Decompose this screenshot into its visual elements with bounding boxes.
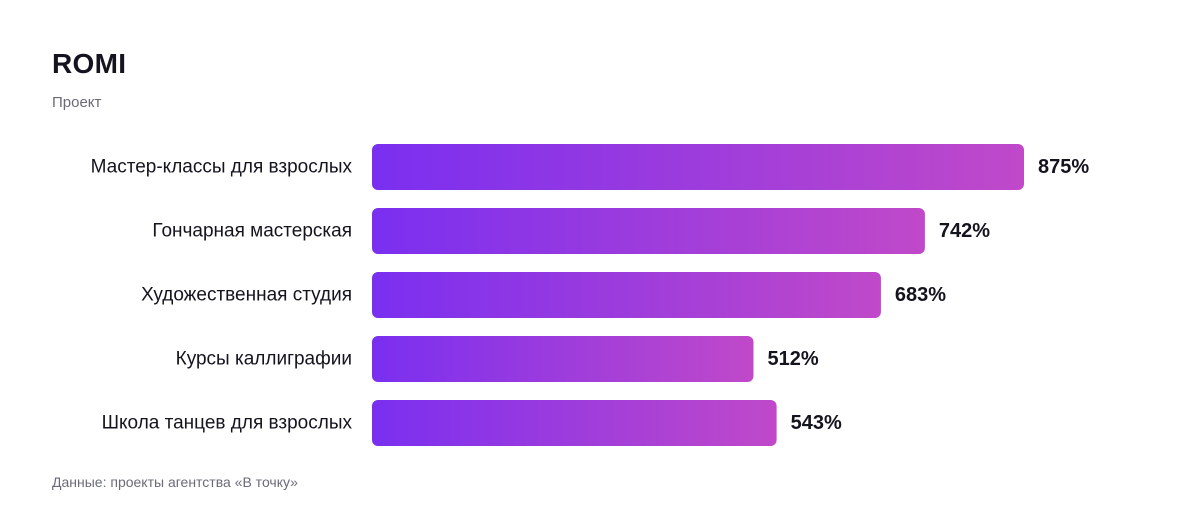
category-label: Курсы каллиграфии <box>176 349 352 370</box>
value-label: 683% <box>895 284 946 306</box>
chart-title: ROMI <box>52 48 127 79</box>
category-label: Художественная студия <box>141 285 352 306</box>
bar <box>372 144 1024 190</box>
value-label: 875% <box>1038 156 1089 178</box>
bar <box>372 336 754 382</box>
bars-group: Мастер-классы для взрослых 875% Гончарная … <box>91 144 1089 446</box>
chart-subtitle: Проект <box>52 94 102 111</box>
category-label: Мастер-классы для взрослых <box>91 157 353 178</box>
source-note: Данные: проекты агентства «В точку» <box>52 474 298 490</box>
value-label: 512% <box>768 348 819 370</box>
bar <box>372 272 881 318</box>
bar <box>372 400 777 446</box>
category-label: Школа танцев для взрослых <box>102 413 353 434</box>
value-label: 742% <box>939 220 990 242</box>
value-label: 543% <box>791 412 842 434</box>
bar <box>372 208 925 254</box>
category-label: Гончарная мастерская <box>152 221 352 242</box>
